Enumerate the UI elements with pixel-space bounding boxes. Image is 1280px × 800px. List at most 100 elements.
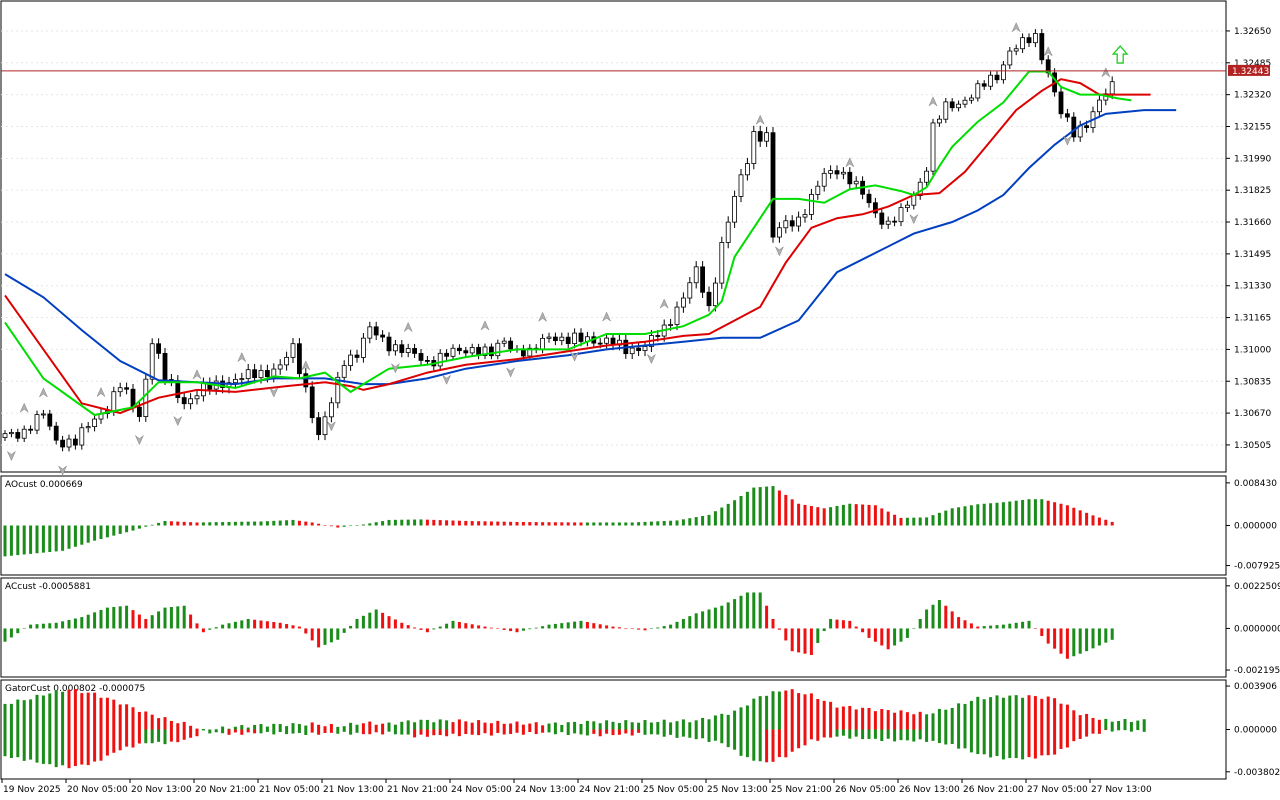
gator-lower-bar	[361, 729, 365, 735]
ao-bar	[918, 517, 922, 526]
fractal-down-marker	[505, 367, 516, 378]
ac-bar	[131, 610, 135, 629]
candle-up	[348, 354, 354, 366]
ao-bar	[464, 520, 468, 526]
ac-bar	[144, 618, 148, 629]
ao-pane[interactable]: AOcust 0.000669 0.008430 0.000000 -0.00792…	[0, 475, 1280, 576]
ac-bar	[726, 602, 730, 629]
gator-lower-bar	[822, 729, 826, 738]
candle-up	[853, 180, 859, 185]
gator-lower-bar	[534, 729, 538, 735]
ac-bar	[259, 620, 263, 629]
ac-pane[interactable]: ACcust -0.0005881 0.0022509 0.0000000 -0.0…	[0, 577, 1280, 678]
gator-upper-bar	[176, 723, 180, 730]
gator-upper-bar	[489, 723, 493, 730]
ac-bar	[905, 628, 909, 638]
fractal-up-marker	[755, 114, 765, 125]
ac-bar	[265, 621, 269, 629]
gator-upper-bar	[54, 690, 58, 730]
ac-bar	[733, 599, 737, 629]
ao-bar	[9, 525, 13, 556]
candle-down	[424, 360, 430, 362]
ac-bar	[617, 627, 621, 629]
gator-upper-bar	[425, 719, 429, 730]
candle-up	[962, 99, 968, 105]
ac-bar	[579, 620, 583, 629]
price-tick-label: 1.32485	[1234, 59, 1271, 69]
gator-lower-bar	[617, 729, 621, 735]
gator-lower-bar	[553, 729, 557, 735]
gator-upper-bar	[1021, 697, 1025, 730]
ac-bar	[509, 628, 513, 632]
ao-bar	[528, 522, 532, 526]
ac-bar	[99, 609, 103, 629]
candle-down	[994, 74, 1000, 81]
candle-up	[693, 266, 699, 284]
ac-bar	[118, 606, 122, 629]
gator-pane[interactable]: GatorCust 0.000802 -0.000075 0.0039060.0…	[0, 679, 1280, 780]
gator-upper-bar	[3, 703, 7, 730]
ao-bar	[726, 503, 730, 526]
ac-bar	[246, 618, 250, 629]
time-tick-label: 24 Nov 21:00	[579, 785, 640, 795]
ac-bar	[873, 628, 877, 642]
ac-bar	[841, 620, 845, 629]
gator-lower-bar	[765, 729, 769, 763]
ac-bar	[886, 628, 890, 650]
ao-bar	[99, 525, 103, 539]
ao-bar	[777, 490, 781, 526]
candle-up	[540, 337, 545, 350]
gator-lower-bar	[400, 729, 404, 735]
ao-bar	[144, 525, 148, 527]
candle-down	[181, 397, 187, 405]
gator-lower-bar	[841, 729, 845, 736]
fractal-up-marker	[192, 369, 202, 380]
gator-lower-bar	[368, 729, 372, 735]
gator-upper-bar	[995, 695, 999, 730]
gator-upper-bar	[848, 706, 852, 730]
gator-lower-bar	[867, 729, 871, 739]
time-tick-label: 20 Nov 21:00	[195, 785, 256, 795]
candle-up	[719, 242, 725, 284]
gator-upper-bar	[1097, 719, 1101, 730]
candle-up	[956, 103, 961, 109]
gator-upper-bar	[137, 711, 141, 730]
fractal-down-marker	[173, 415, 183, 427]
ao-bar	[1110, 521, 1114, 526]
ac-bar	[989, 625, 993, 629]
gator-lower-bar	[809, 729, 813, 740]
gator-lower-bar	[393, 729, 397, 735]
ao-bar	[579, 522, 583, 526]
gator-lower-bar	[73, 729, 77, 767]
gator-upper-bar	[233, 726, 237, 730]
gator-lower-bar	[1046, 729, 1050, 756]
ao-bar	[829, 507, 833, 526]
alligator-lips-line	[4, 70, 1132, 417]
gator-lower-bar	[1014, 729, 1018, 759]
ac-bar	[1021, 621, 1025, 629]
ac-bar	[758, 592, 762, 629]
candle-down	[53, 425, 59, 441]
gator-lower-bar	[41, 729, 45, 764]
fractal-down-marker	[390, 362, 401, 374]
ao-bar	[643, 521, 647, 526]
gator-lower-bar	[835, 729, 839, 737]
gator-lower-bar	[681, 729, 685, 737]
price-tick-label: 1.32650	[1234, 27, 1271, 37]
gator-lower-bar	[22, 729, 26, 761]
gator-lower-bar	[976, 729, 980, 755]
price-tick-label: 1.31165	[1234, 314, 1271, 324]
price-pane[interactable]: 1.32650 1.32485 1.32320 1.32155 1.31990 1.318…	[0, 0, 1271, 476]
candle-down	[847, 171, 853, 185]
ao-bar	[592, 522, 596, 526]
candle-up	[783, 220, 789, 229]
ao-bar	[1104, 519, 1108, 526]
gator-upper-bar	[867, 708, 871, 730]
gator-lower-bar	[733, 729, 737, 750]
ao-histogram	[3, 486, 1114, 557]
ac-bar	[233, 621, 237, 629]
gator-lower-bar	[893, 729, 897, 742]
ac-bar	[534, 627, 538, 629]
fractal-down-marker	[646, 353, 657, 365]
